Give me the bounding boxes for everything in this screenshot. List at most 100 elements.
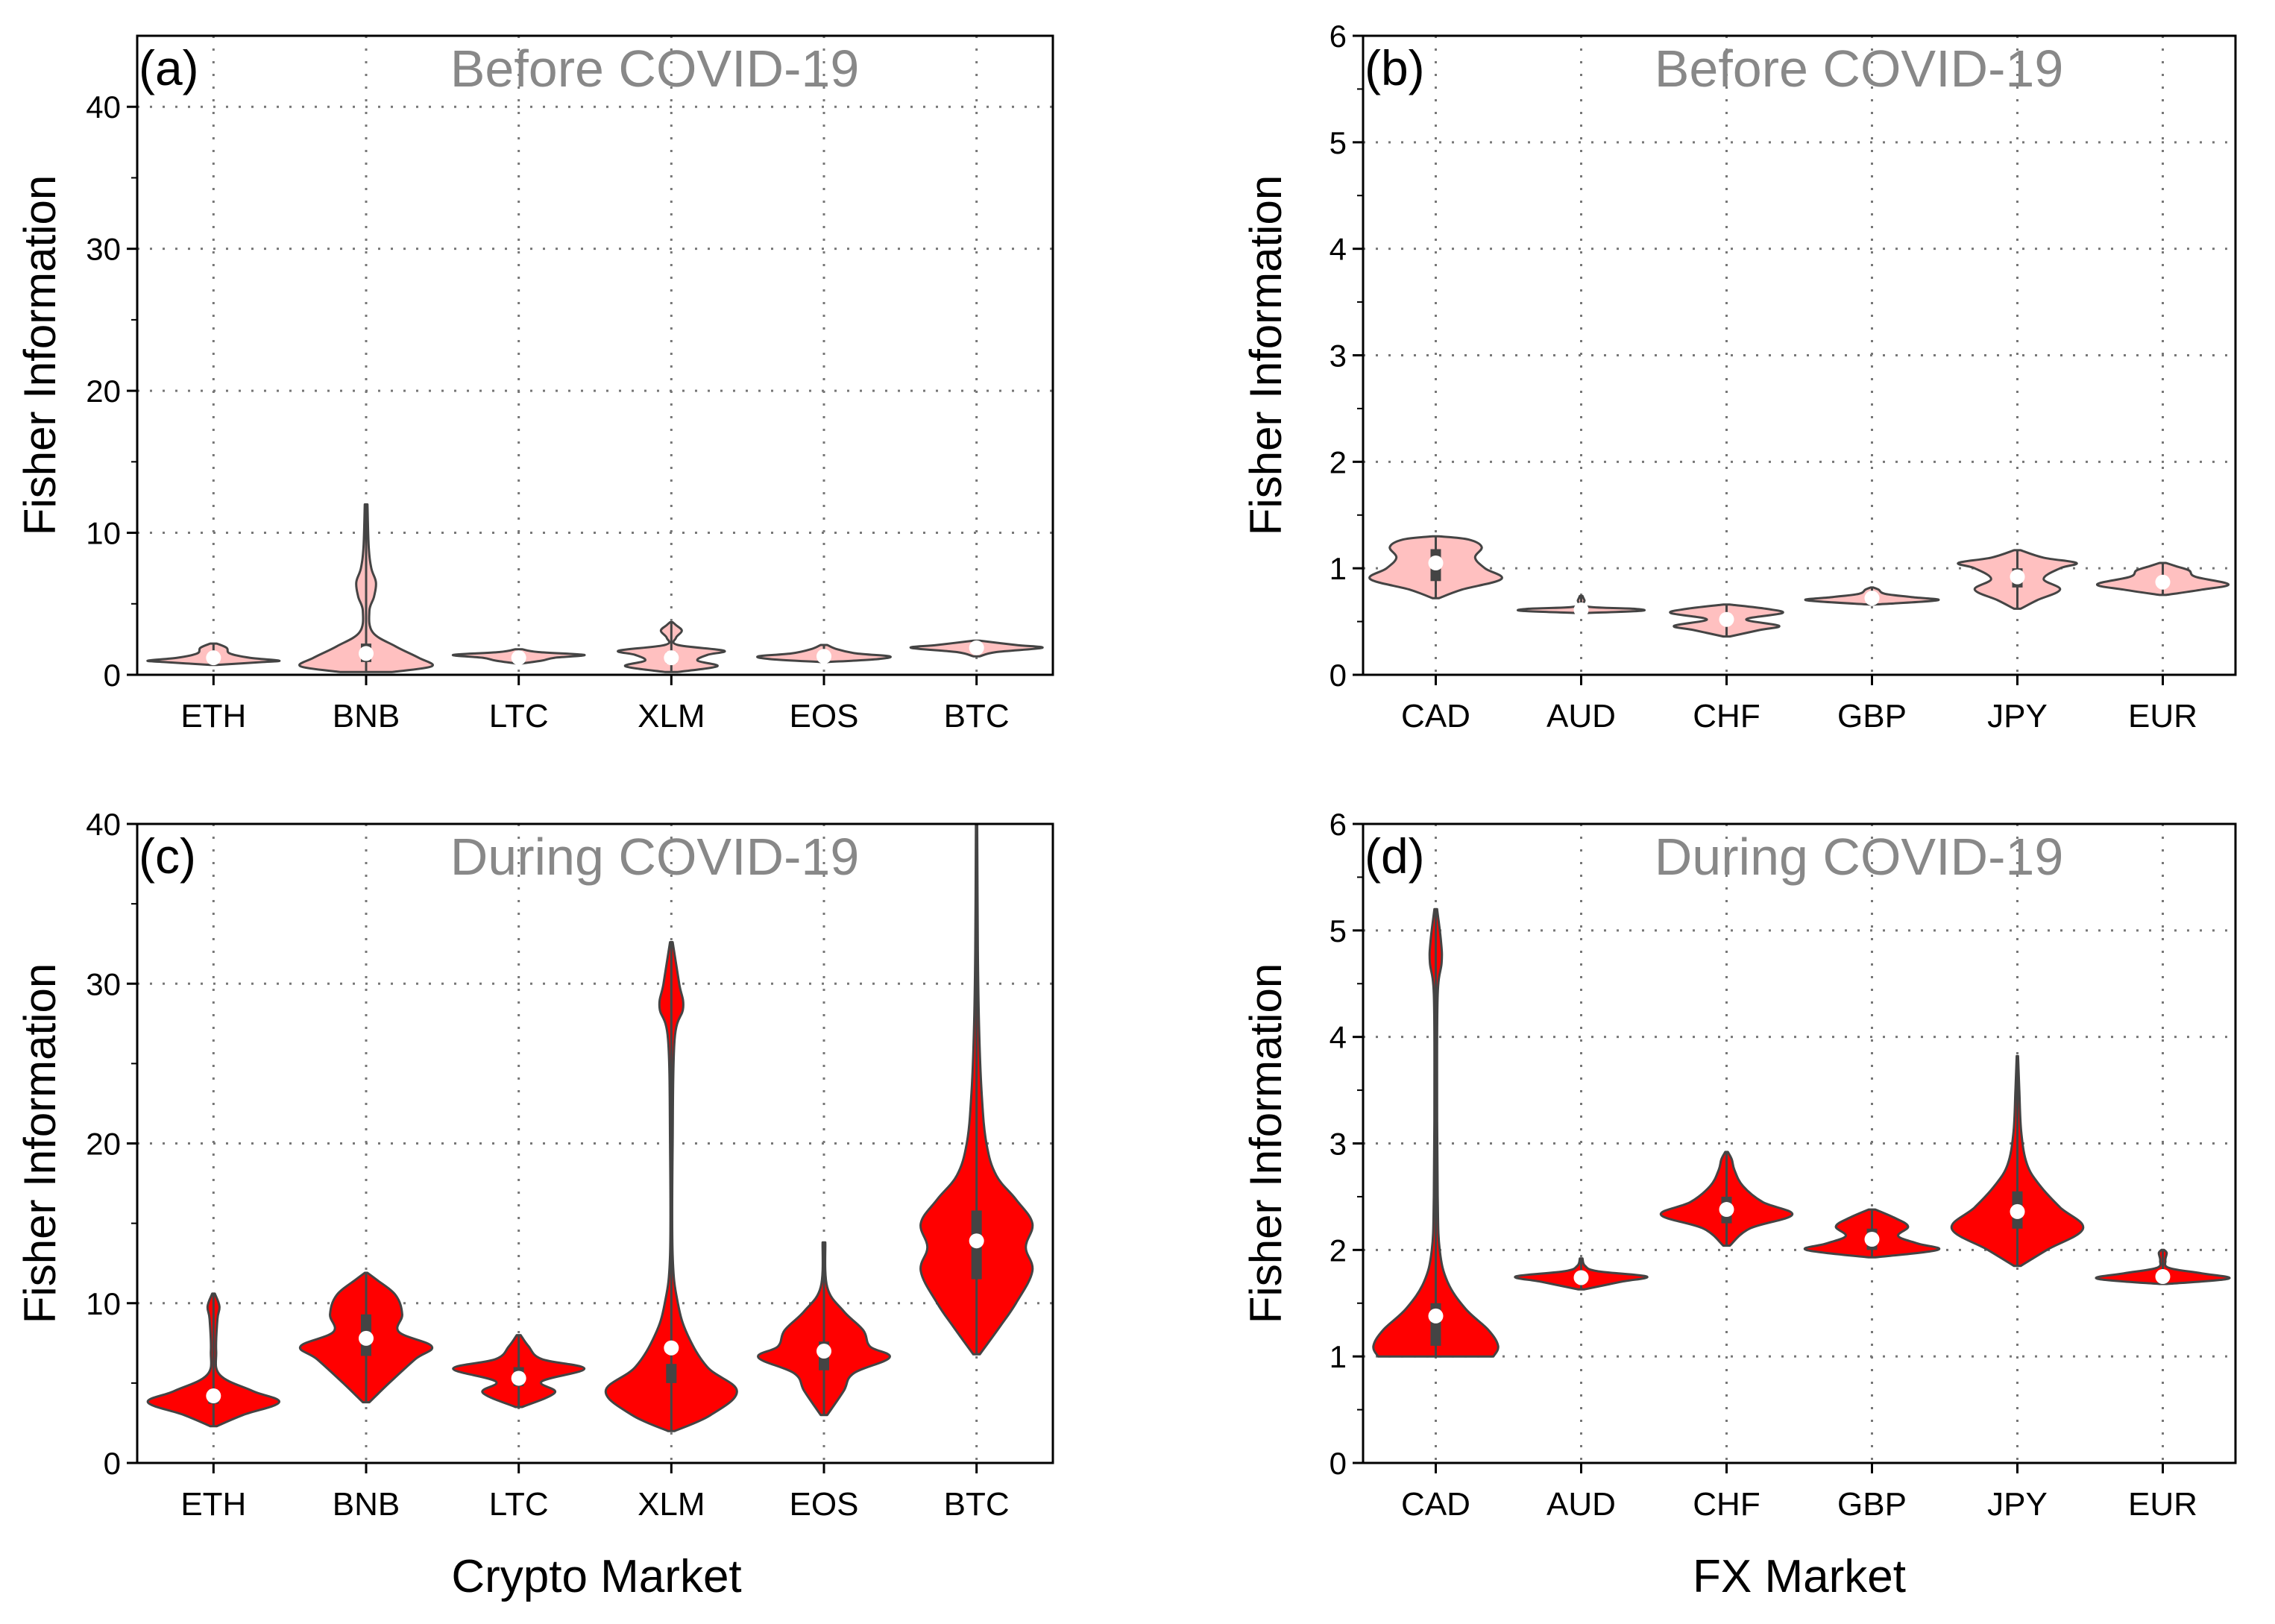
xtick-label-gbp: GBP [1837, 698, 1907, 734]
violin-bnb [298, 1271, 434, 1404]
xtick-label-chf: CHF [1693, 1486, 1760, 1523]
violin-median-jpy [2010, 569, 2025, 585]
xtick-label-eos: EOS [790, 698, 859, 734]
violin-median-gbp [1864, 591, 1880, 606]
panel-b: 0 1 2 3 4 5 6 CAD AUD CHF GBP JPY EUR Fisher Informat… [1241, 19, 2237, 734]
ytick-label: 4 [1330, 1020, 1347, 1055]
violin-eos [756, 643, 892, 664]
panel-label-a: (a) [139, 40, 199, 95]
violin-median-xlm [664, 1340, 679, 1356]
violin-median-cad [1428, 1308, 1444, 1324]
violin-median-chf [1719, 611, 1734, 627]
panel-title-b: Before COVID-19 [1655, 40, 2064, 98]
violin-box-xlm [666, 1364, 677, 1383]
crypto-market-xlabel: Crypto Market [451, 1551, 741, 1602]
ytick-label: 6 [1330, 807, 1347, 842]
violin-aud [1517, 594, 1646, 617]
ytick-label: 0 [104, 658, 121, 693]
ylabel-d: Fisher Information [1241, 963, 1291, 1324]
x-axis-a: ETH BNB LTC XLM EOS BTC [180, 675, 1010, 734]
ytick-label: 30 [86, 966, 121, 1001]
violin-ltc [452, 1334, 586, 1409]
ytick-label: 3 [1330, 1127, 1347, 1162]
ytick-label: 0 [104, 1446, 121, 1481]
violin-chf [1669, 603, 1784, 638]
xtick-label-chf: CHF [1693, 698, 1760, 734]
panel-title-a: Before COVID-19 [450, 40, 860, 98]
violin-cad [1372, 907, 1500, 1358]
violin-median-ltc [511, 1370, 526, 1386]
ytick-label: 40 [86, 89, 121, 125]
violin-gbp [1804, 586, 1940, 606]
violin-eur [2095, 1248, 2231, 1285]
xtick-label-ltc: LTC [489, 698, 549, 734]
panel-label-b: (b) [1365, 40, 1425, 95]
panel-a: 0 10 20 30 40 ETH BNB LTC XLM EOS BTC Fisher Inform… [15, 34, 1054, 734]
xtick-label-eur: EUR [2128, 1486, 2197, 1523]
violin-median-cad [1428, 556, 1444, 571]
violin-cad [1368, 535, 1503, 599]
violin-gbp [1803, 1208, 1941, 1259]
ytick-label: 5 [1330, 125, 1347, 160]
xtick-label-ltc: LTC [489, 1486, 549, 1523]
violin-aud [1514, 1257, 1649, 1291]
xtick-label-aud: AUD [1546, 1486, 1616, 1523]
ytick-label: 20 [86, 1127, 121, 1162]
violin-median-jpy [2010, 1203, 2025, 1219]
ytick-label: 40 [86, 807, 121, 842]
violin-jpy [1950, 1054, 2085, 1268]
xtick-label-eth: ETH [180, 1486, 246, 1523]
panel-title-d: During COVID-19 [1655, 828, 2064, 886]
xtick-label-eos: EOS [790, 1486, 859, 1523]
ylabel-b: Fisher Information [1241, 175, 1291, 536]
panel-c: 0 10 20 30 40 ETH BNB LTC XLM EOS BTC Fisher Inform… [15, 807, 1054, 1523]
ytick-label: 3 [1330, 339, 1347, 374]
x-axis-c: ETH BNB LTC XLM EOS BTC [180, 1463, 1010, 1523]
ytick-label: 2 [1330, 1233, 1347, 1268]
violin-btc [909, 639, 1044, 658]
panel-label-c: (c) [139, 828, 196, 884]
y-axis-c: 0 10 20 30 40 [86, 807, 137, 1481]
y-axis-d: 0 1 2 3 4 5 6 [1330, 807, 1363, 1481]
xtick-label-jpy: JPY [1987, 1486, 2048, 1523]
panel-title-c: During COVID-19 [450, 828, 860, 886]
ytick-label: 10 [86, 1286, 121, 1321]
xtick-label-bnb: BNB [333, 1486, 400, 1523]
ytick-label: 0 [1330, 1446, 1347, 1481]
violin-median-chf [1719, 1202, 1734, 1218]
y-axis-a: 0 10 20 30 40 [86, 89, 137, 693]
xtick-label-jpy: JPY [1987, 698, 2048, 734]
violin-median-btc [969, 640, 984, 655]
y-axis-b: 0 1 2 3 4 5 6 [1330, 19, 1363, 693]
xtick-label-xlm: XLM [638, 1486, 705, 1523]
violin-bnb [298, 503, 434, 673]
violin-xlm [604, 941, 738, 1432]
ytick-label: 0 [1330, 658, 1347, 693]
ytick-label: 20 [86, 374, 121, 409]
violin-median-eos [816, 1344, 831, 1359]
violin-median-ltc [511, 650, 526, 666]
violin-ltc [452, 648, 586, 666]
ytick-label: 4 [1330, 232, 1347, 267]
violin-median-bnb [359, 646, 374, 661]
violin-median-gbp [1864, 1232, 1880, 1247]
violin-jpy [1957, 549, 2078, 610]
ytick-label: 5 [1330, 913, 1347, 948]
xtick-label-cad: CAD [1401, 698, 1470, 734]
xtick-label-btc: BTC [944, 698, 1010, 734]
panel-label-d: (d) [1365, 828, 1425, 884]
violin-median-aud [1573, 1270, 1589, 1285]
plot-frame-a [136, 34, 1054, 676]
xtick-label-gbp: GBP [1837, 1486, 1907, 1523]
panel-d: 0 1 2 3 4 5 6 CAD AUD CHF GBP JPY EUR Fisher Informat… [1241, 807, 2237, 1523]
violin-median-xlm [664, 650, 679, 666]
violin-median-eth [206, 1388, 221, 1404]
violin-xlm [617, 621, 726, 673]
xtick-label-eur: EUR [2128, 698, 2197, 734]
violin-median-bnb [359, 1330, 374, 1346]
violin-median-eth [206, 650, 221, 666]
ytick-label: 30 [86, 232, 121, 267]
violin-median-eos [816, 649, 831, 664]
ytick-label: 10 [86, 516, 121, 551]
